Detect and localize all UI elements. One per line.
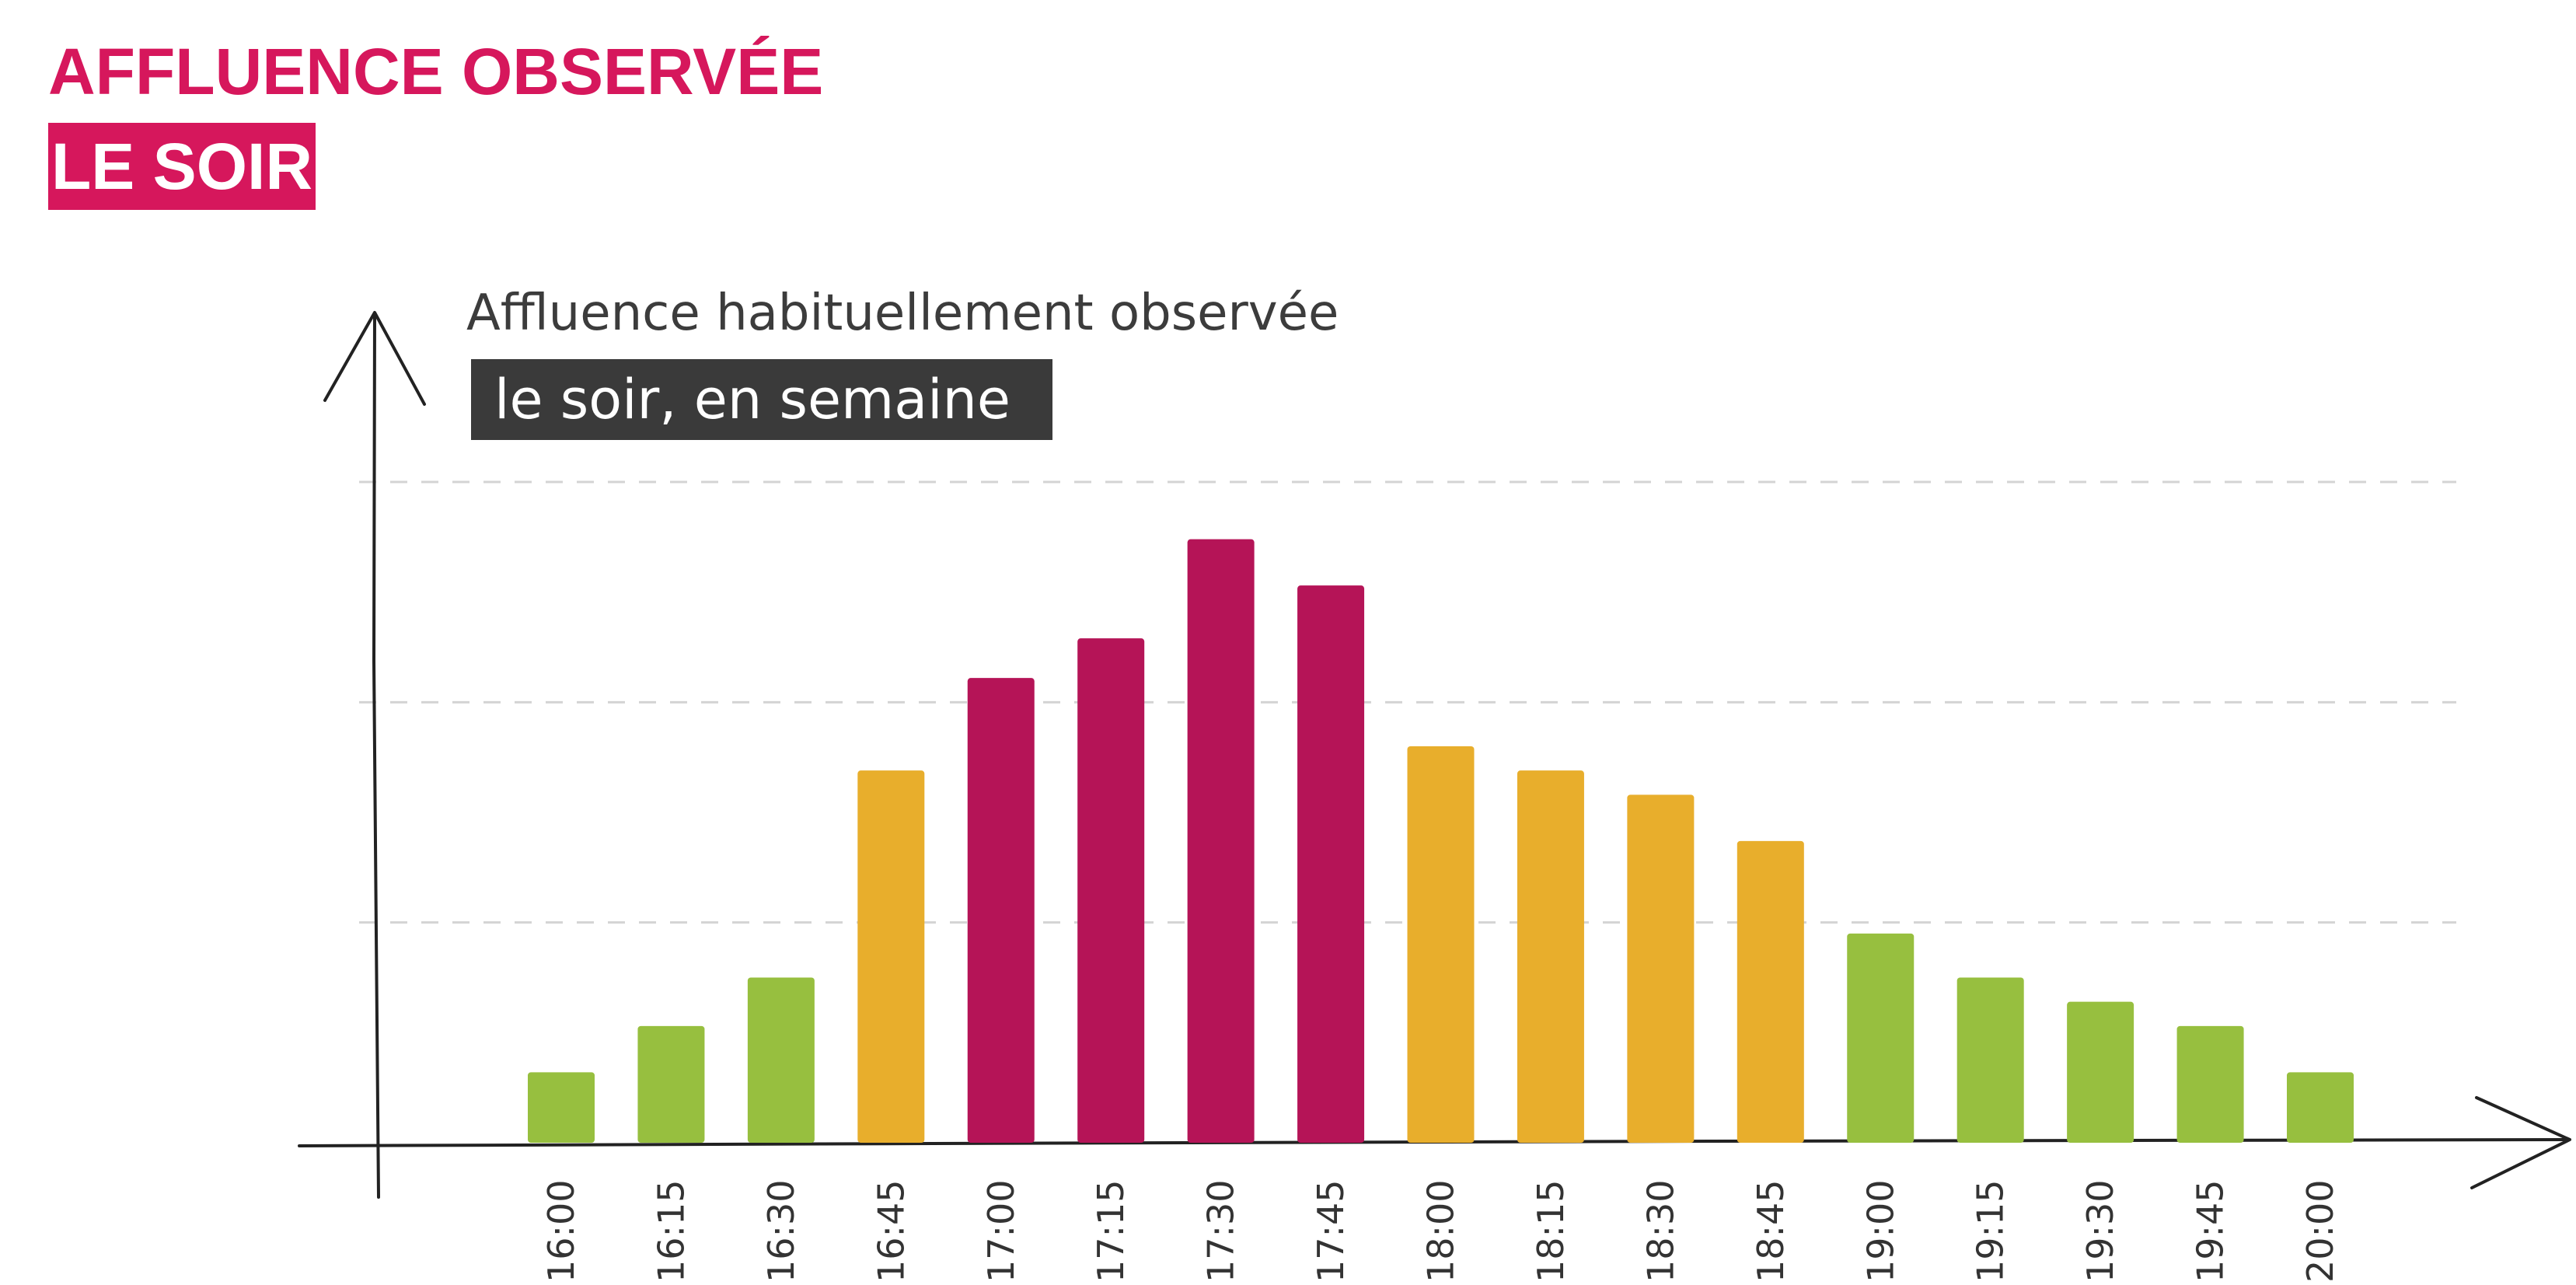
x-tick-label: 17:45 [1310, 1179, 1352, 1283]
x-tick-label: 18:30 [1639, 1179, 1681, 1283]
x-axis-arrowhead [2470, 1096, 2571, 1189]
x-tick-label: 16:00 [540, 1179, 582, 1283]
bar-2000 [2287, 1072, 2354, 1143]
bar-1730 [1187, 539, 1255, 1143]
bar-1645 [857, 770, 925, 1143]
bars [528, 539, 2354, 1143]
bar-1745 [1297, 585, 1365, 1143]
bar-1800 [1407, 746, 1475, 1143]
x-tick-label: 19:30 [2079, 1179, 2121, 1283]
x-tick-label: 20:00 [2299, 1179, 2341, 1283]
x-tick-label: 16:45 [870, 1179, 912, 1283]
page-header: AFFLUENCE OBSERVÉE LE SOIR [48, 31, 823, 210]
x-tick-label: 18:45 [1750, 1179, 1792, 1283]
y-axis-line [372, 313, 380, 1199]
chart-title: Affluence habituellement observée [466, 285, 1339, 342]
x-tick-label: 17:30 [1200, 1179, 1242, 1283]
page-title: AFFLUENCE OBSERVÉE [48, 35, 824, 108]
page-subtitle-badge: LE SOIR [48, 123, 316, 210]
x-tick-label: 16:30 [760, 1179, 802, 1283]
bar-1830 [1627, 794, 1695, 1143]
x-tick-label: 18:15 [1530, 1179, 1572, 1283]
bar-1715 [1077, 638, 1145, 1143]
bar-1630 [747, 977, 815, 1143]
bar-1945 [2176, 1025, 2244, 1143]
bar-1915 [1956, 977, 2024, 1143]
grid-lines [359, 480, 2456, 924]
bar-1930 [2067, 1001, 2134, 1143]
bar-1815 [1517, 770, 1584, 1143]
bar-1845 [1737, 840, 1804, 1143]
x-tick-label: 19:45 [2190, 1179, 2232, 1283]
bar-1700 [967, 678, 1035, 1143]
bar-1600 [528, 1072, 595, 1143]
x-tick-labels: 16:00 16:15 16:30 16:45 17:00 17:15 17:30 17:45… [540, 1179, 2341, 1283]
x-tick-label: 17:00 [980, 1179, 1022, 1283]
x-tick-label: 18:00 [1420, 1179, 1462, 1283]
chart-subtitle-box [471, 359, 1052, 440]
y-axis-arrowhead [323, 311, 426, 406]
chart-subtitle: le soir, en semaine [494, 368, 1011, 431]
x-tick-label: 17:15 [1090, 1179, 1132, 1283]
bar-1900 [1847, 933, 1915, 1143]
x-tick-label: 19:00 [1859, 1179, 1901, 1283]
bar-1615 [637, 1025, 705, 1143]
x-tick-label: 16:15 [650, 1179, 692, 1283]
x-tick-label: 19:15 [1970, 1179, 2012, 1283]
